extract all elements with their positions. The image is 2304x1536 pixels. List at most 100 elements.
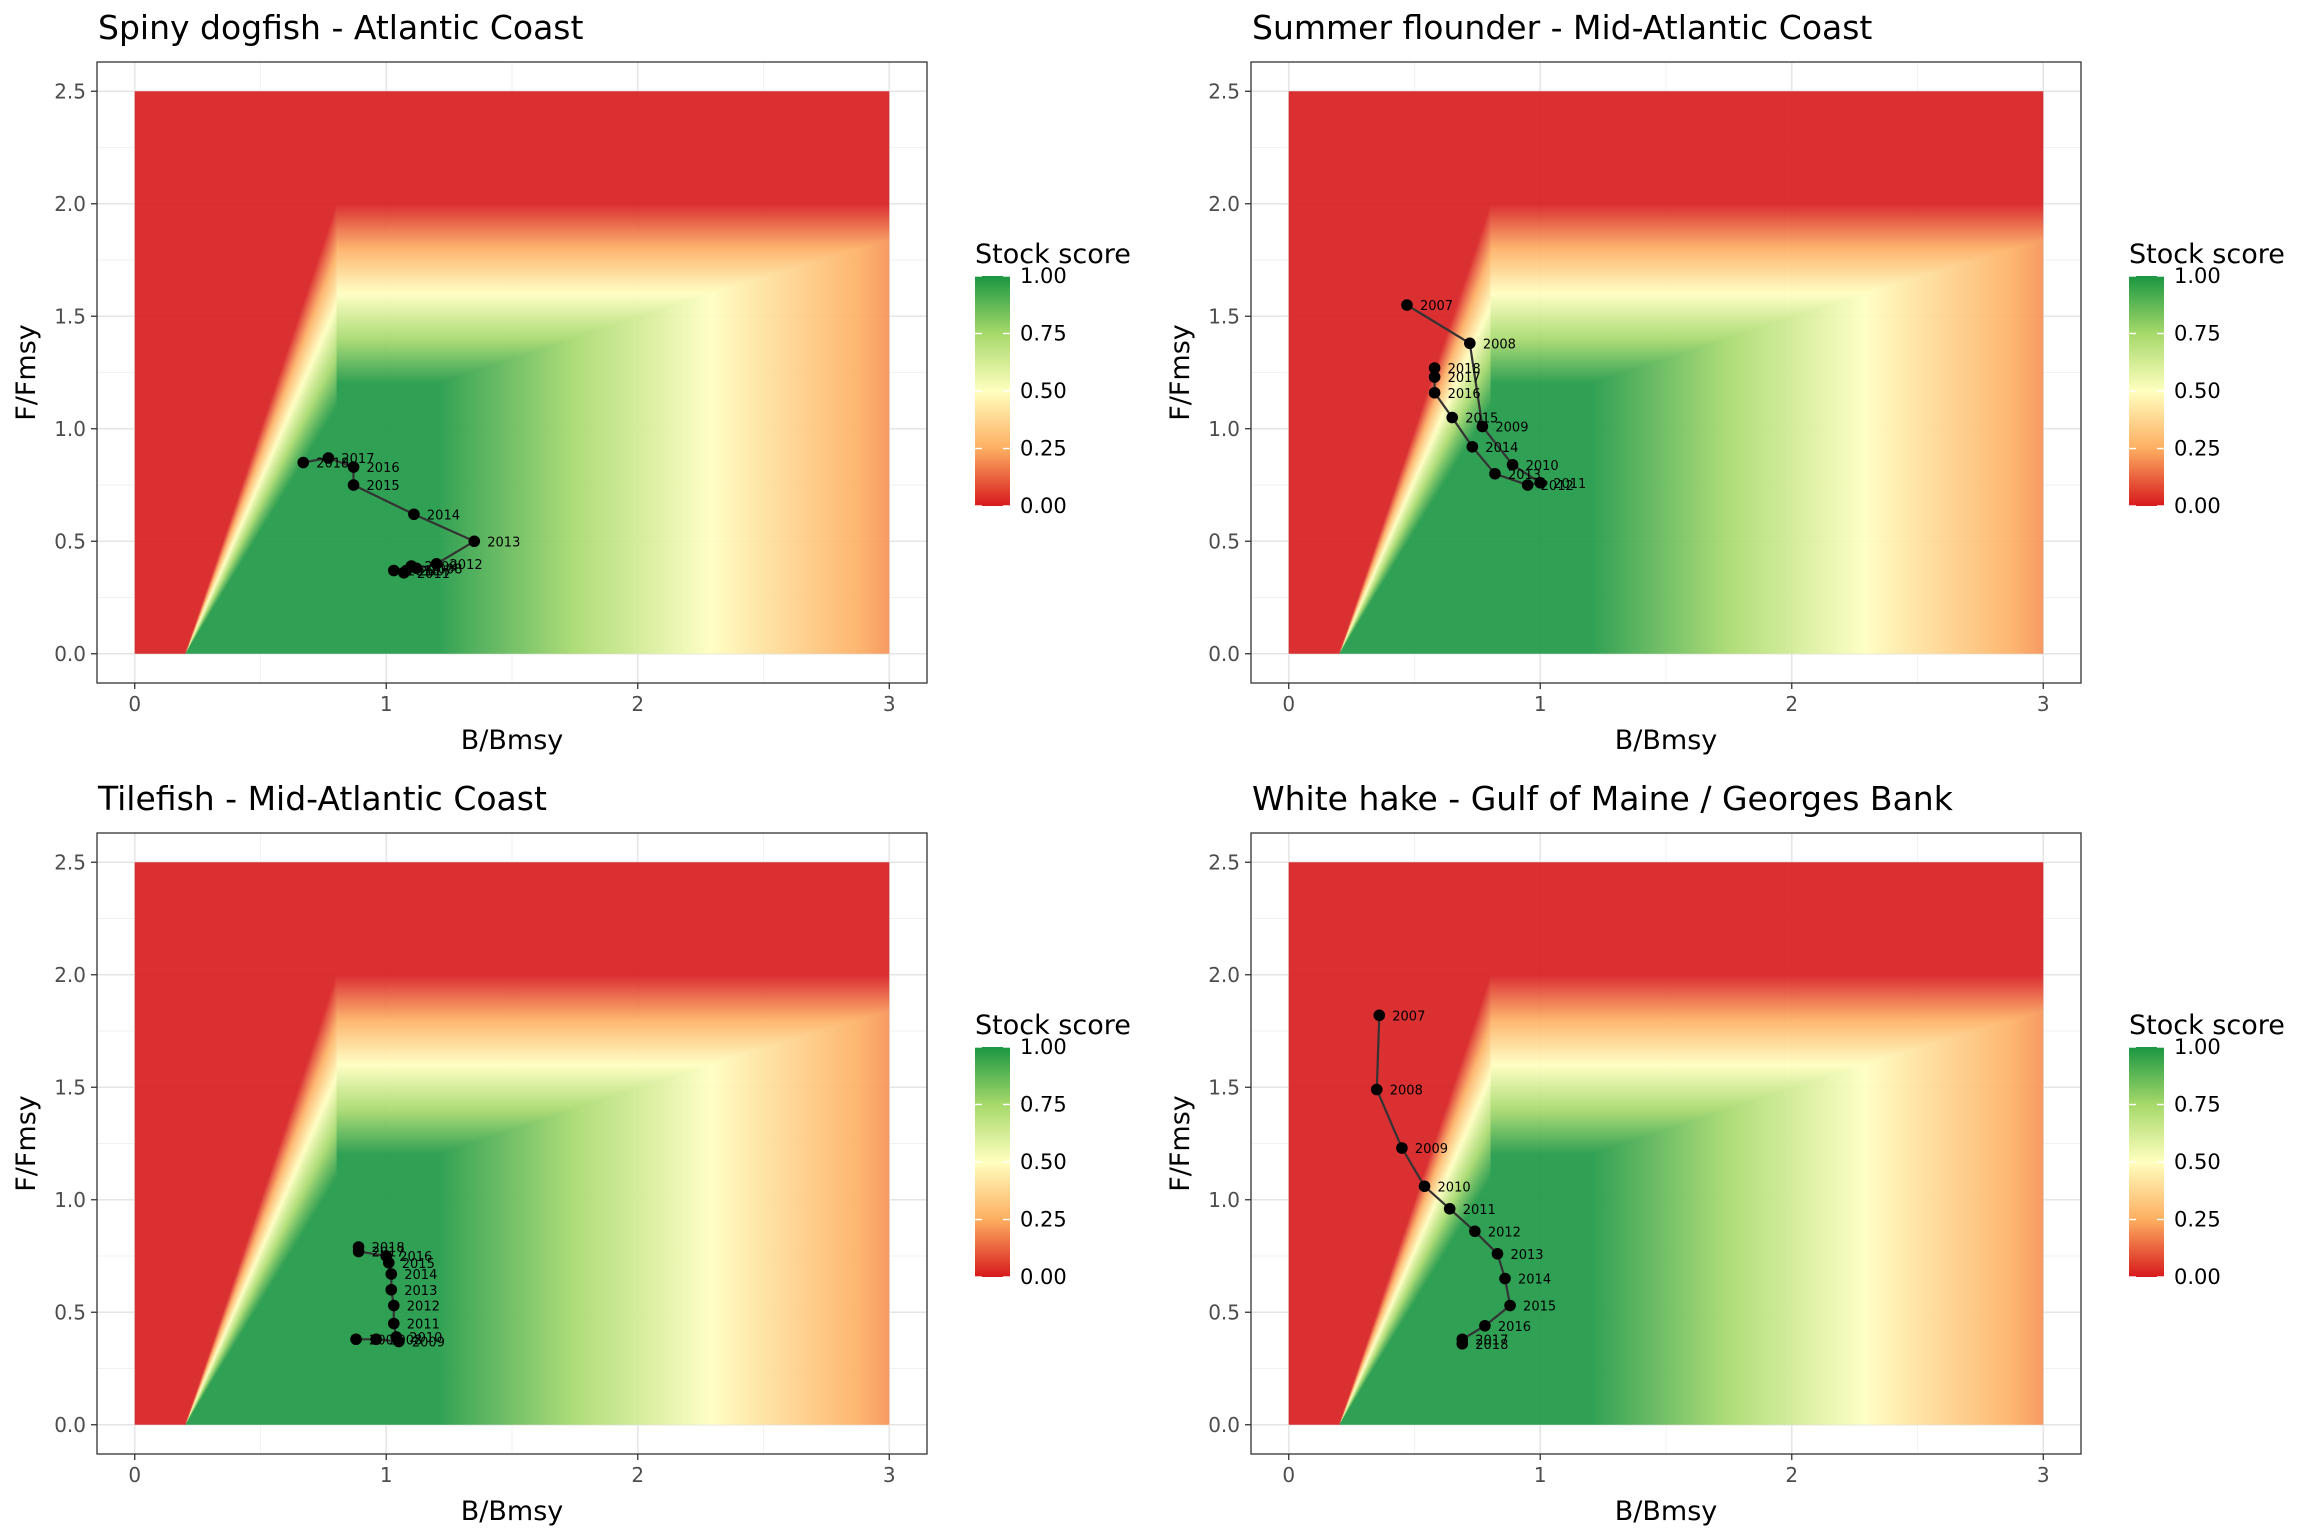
point-label-2013: 2013 xyxy=(1510,1248,1543,1263)
data-point-2010 xyxy=(390,1331,403,1343)
legend-label: 1.00 xyxy=(1020,1035,1067,1059)
point-label-2012: 2012 xyxy=(450,558,483,573)
y-tick-label: 1.5 xyxy=(54,304,86,328)
point-label-2010: 2010 xyxy=(1438,1180,1471,1195)
y-tick-label: 0.0 xyxy=(54,642,86,666)
y-tick-label: 1.5 xyxy=(1208,1075,1240,1099)
data-point-2013 xyxy=(385,1283,398,1296)
data-point-2013 xyxy=(1491,1247,1504,1260)
y-tick-label: 2.5 xyxy=(54,79,86,103)
panel-4: White hake - Gulf of Maine / Georges Ban… xyxy=(1165,779,2285,1527)
legend-label: 1.00 xyxy=(2174,1035,2221,1059)
point-label-2010: 2010 xyxy=(1526,459,1559,474)
y-axis-title: F/Fmsy xyxy=(11,1095,42,1192)
data-point-2008 xyxy=(1464,337,1476,350)
legend-label: 0.75 xyxy=(2174,322,2221,346)
point-label-2013: 2013 xyxy=(404,1284,437,1299)
legend-label: 0.25 xyxy=(1020,437,1067,461)
point-label-2017: 2017 xyxy=(372,1246,405,1261)
x-tick-label: 2 xyxy=(1785,692,1798,716)
legend-label: 0.50 xyxy=(2174,1150,2221,1174)
legend-label: 0.75 xyxy=(2174,1093,2221,1117)
point-label-2010: 2010 xyxy=(407,565,440,580)
y-tick-label: 0.5 xyxy=(1208,529,1240,553)
point-label-2008: 2008 xyxy=(1390,1084,1423,1099)
data-point-2018 xyxy=(1428,362,1441,374)
point-label-2016: 2016 xyxy=(1498,1320,1531,1335)
legend-label: 0.75 xyxy=(1020,1093,1067,1117)
point-label-2007: 2007 xyxy=(1420,299,1453,314)
legend-title: Stock score xyxy=(2129,1010,2285,1041)
point-label-2017: 2017 xyxy=(1475,1333,1508,1348)
y-axis-title: F/Fmsy xyxy=(1165,1095,1196,1192)
point-label-2015: 2015 xyxy=(367,479,400,494)
point-label-2014: 2014 xyxy=(1518,1273,1551,1288)
data-point-2016 xyxy=(1428,386,1441,399)
point-label-2009: 2009 xyxy=(1415,1142,1448,1157)
x-axis-title: B/Bmsy xyxy=(1615,1496,1718,1527)
x-tick-label: 0 xyxy=(1282,1463,1295,1487)
legend-label: 0.00 xyxy=(1020,494,1067,518)
panel-1: Spiny dogfish - Atlantic Coast 0 1 2 3 0.0 0.5… xyxy=(11,8,1131,756)
point-label-2009: 2009 xyxy=(1495,421,1528,436)
panel-3: Tilefish - Mid-Atlantic Coast 0 1 2 3 0.0 0.5 1… xyxy=(11,779,1131,1527)
legend-title: Stock score xyxy=(975,1010,1131,1041)
x-tick-label: 0 xyxy=(128,1463,141,1487)
point-label-2018: 2018 xyxy=(1448,362,1481,377)
y-tick-label: 0.0 xyxy=(1208,1413,1240,1437)
y-tick-label: 1.5 xyxy=(54,1075,86,1099)
data-point-2011 xyxy=(387,1317,400,1330)
x-tick-label: 1 xyxy=(1534,1463,1547,1487)
x-tick-label: 0 xyxy=(128,692,141,716)
point-label-2011: 2011 xyxy=(1553,477,1586,492)
point-label-2010: 2010 xyxy=(409,1331,442,1346)
legend-label: 1.00 xyxy=(1020,264,1067,288)
y-tick-label: 0.5 xyxy=(1208,1300,1240,1324)
plot-border xyxy=(96,832,928,1455)
legend-label: 0.25 xyxy=(1020,1208,1067,1232)
data-point-2010 xyxy=(1506,458,1519,471)
data-point-2012 xyxy=(387,1299,400,1312)
point-label-2016: 2016 xyxy=(367,461,400,476)
data-point-2013 xyxy=(1489,467,1501,480)
data-point-2007 xyxy=(350,1333,362,1346)
y-tick-label: 1.0 xyxy=(54,417,86,441)
data-point-2015 xyxy=(1504,1299,1516,1312)
y-tick-label: 2.5 xyxy=(1208,850,1240,874)
point-label-2013: 2013 xyxy=(487,535,520,550)
point-label-2011: 2011 xyxy=(417,567,450,582)
data-point-2016 xyxy=(347,461,360,473)
point-label-2012: 2012 xyxy=(1488,1225,1521,1240)
x-tick-label: 1 xyxy=(380,1463,393,1487)
x-axis-title: B/Bmsy xyxy=(1615,725,1718,756)
y-tick-label: 0.5 xyxy=(54,529,86,553)
data-point-2011 xyxy=(1534,476,1547,489)
data-point-2010 xyxy=(387,564,400,577)
y-tick-label: 0.5 xyxy=(54,1300,86,1324)
legend-label: 0.50 xyxy=(1020,1150,1067,1174)
point-label-2016: 2016 xyxy=(399,1250,432,1265)
legend-label: 0.25 xyxy=(2174,437,2221,461)
panel-2: Summer flounder - Mid-Atlantic Coast 0 1 2 3… xyxy=(1165,8,2285,756)
point-label-2018: 2018 xyxy=(1475,1338,1508,1353)
stock-score-heatmap xyxy=(1288,862,2044,1425)
point-label-2012: 2012 xyxy=(407,1300,440,1315)
data-point-2007 xyxy=(1373,1009,1386,1022)
chart-title: Tilefish - Mid-Atlantic Coast xyxy=(97,779,547,818)
data-point-2014 xyxy=(385,1268,398,1280)
data-point-2009 xyxy=(405,560,418,572)
data-point-2009 xyxy=(1476,420,1489,433)
plot-border xyxy=(1250,61,2082,684)
stock-score-heatmap xyxy=(1288,91,2044,654)
y-tick-label: 2.5 xyxy=(54,850,86,874)
data-point-2008 xyxy=(1370,1083,1383,1096)
data-point-2014 xyxy=(408,508,420,521)
plot-border xyxy=(96,61,928,684)
data-point-2013 xyxy=(468,535,481,548)
y-tick-label: 1.0 xyxy=(1208,417,1240,441)
data-point-2009 xyxy=(1396,1142,1408,1154)
y-tick-label: 2.5 xyxy=(1208,79,1240,103)
